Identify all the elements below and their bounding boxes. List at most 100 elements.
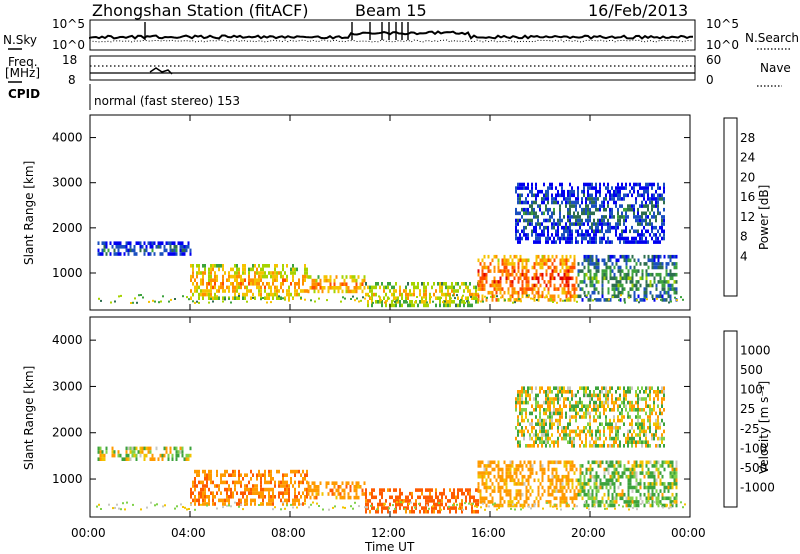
echo-cell — [637, 500, 640, 504]
echo-cell — [256, 491, 258, 495]
echo-cell — [623, 444, 625, 448]
echo-cell — [505, 471, 508, 475]
echo-cell — [111, 446, 114, 451]
echo-cell — [541, 262, 544, 266]
echo-cell — [543, 471, 546, 475]
echo-cell — [599, 240, 601, 244]
echo-cell — [587, 229, 589, 234]
echo-cell — [439, 300, 441, 304]
echo-cell — [298, 282, 300, 286]
echo-cell — [603, 492, 606, 497]
echo-cell — [567, 189, 569, 194]
echo-cell — [531, 265, 534, 270]
echo-cell — [141, 245, 144, 249]
echo-cell — [537, 400, 539, 405]
echo-cell — [557, 474, 560, 479]
echo-cell — [527, 280, 530, 284]
echo-cell — [603, 411, 605, 416]
echo-cell — [585, 254, 588, 259]
echo-cell — [521, 294, 524, 299]
echo-cell — [365, 499, 367, 503]
echo-cell — [599, 464, 602, 468]
echo-cell — [611, 262, 614, 266]
echo-cell — [99, 252, 102, 256]
echo-cell — [545, 393, 547, 398]
echo-cell — [643, 503, 646, 508]
echo-cell — [673, 482, 676, 486]
echo-cell — [190, 503, 192, 506]
echo-cell — [597, 415, 599, 419]
echo-cell — [397, 495, 399, 500]
echo-cell — [625, 390, 627, 394]
echo-cell — [547, 474, 550, 479]
echo-cell — [639, 204, 641, 208]
echo-cell — [392, 504, 394, 507]
echo-cell — [661, 280, 664, 284]
echo-cell — [202, 282, 204, 286]
echo-cell — [635, 182, 637, 187]
echo-cell — [641, 444, 643, 448]
echo-cell — [124, 508, 126, 511]
echo-cell — [541, 474, 544, 479]
echo-cell — [541, 200, 543, 205]
echo-cell — [274, 264, 276, 268]
echo-cell — [212, 267, 214, 272]
echo-cell — [629, 485, 632, 490]
echo-cell — [497, 269, 500, 273]
echo-cell — [675, 478, 678, 483]
echo-cell — [645, 390, 647, 394]
echo-cell — [139, 446, 142, 451]
echo-cell — [234, 285, 236, 290]
echo-cell — [597, 489, 600, 493]
echo-cell — [543, 280, 546, 284]
echo-cell — [181, 248, 184, 253]
echo-cell — [643, 186, 645, 190]
echo-cell — [260, 298, 262, 301]
echo-cell — [501, 496, 504, 501]
echo-cell — [621, 471, 624, 475]
echo-cell — [661, 464, 664, 468]
echo-cell — [551, 269, 554, 273]
echo-cell — [491, 258, 494, 263]
echo-cell — [258, 292, 260, 297]
echo-cell — [629, 240, 631, 244]
echo-cell — [595, 436, 597, 441]
echo-cell — [581, 464, 584, 468]
echo-cell — [571, 478, 574, 483]
echo-cell — [244, 292, 246, 297]
echo-cell — [567, 218, 569, 223]
echo-cell — [567, 390, 569, 394]
echo-cell — [122, 502, 124, 505]
echo-cell — [577, 211, 579, 216]
echo-cell — [563, 496, 566, 501]
echo-cell — [523, 503, 526, 508]
echo-cell — [575, 496, 578, 501]
echo-cell — [535, 225, 537, 230]
echo-cell — [511, 265, 514, 270]
echo-cell — [252, 278, 254, 282]
echo-cell — [565, 280, 568, 284]
echo-cell — [272, 282, 274, 286]
echo-cell — [637, 422, 639, 426]
echo-cell — [270, 473, 272, 477]
echo-cell — [461, 499, 463, 503]
echo-cell — [489, 478, 492, 483]
echo-cell — [214, 285, 216, 290]
echo-cell — [264, 495, 266, 499]
echo-cell — [627, 193, 629, 198]
echo-cell — [513, 467, 516, 472]
echo-cell — [611, 193, 613, 198]
echo-cell — [627, 411, 629, 416]
echo-cell — [232, 285, 234, 290]
echo-cell — [601, 485, 604, 490]
echo-cell — [599, 204, 601, 208]
echo-cell — [511, 478, 514, 483]
echo-cell — [491, 496, 494, 501]
echo-cell — [587, 186, 589, 190]
echo-cell — [663, 236, 665, 241]
echo-cell — [647, 182, 649, 187]
echo-cell — [527, 467, 530, 472]
echo-cell — [535, 182, 537, 187]
echo-cell — [372, 301, 374, 304]
echo-cell — [585, 482, 588, 486]
